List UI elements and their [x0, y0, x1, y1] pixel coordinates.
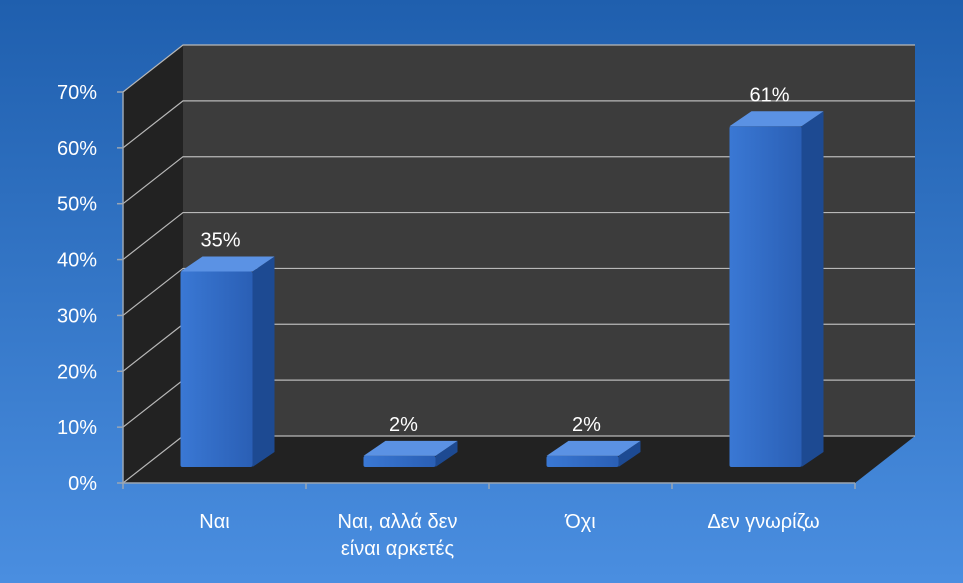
- x-tick-label: Ναι: [199, 511, 229, 533]
- bar-front: [729, 126, 802, 468]
- bar-top: [363, 440, 458, 456]
- x-axis: Ναι Ναι, αλλά δεν είναι αρκετές Όχι Δεν γνωρ…: [122, 482, 856, 560]
- gridline: [122, 156, 915, 205]
- bar-front: [546, 455, 619, 467]
- data-label: 61%: [749, 84, 789, 106]
- y-tick-label: 10%: [57, 417, 97, 439]
- bar: [180, 256, 275, 467]
- data-label: 35%: [200, 230, 240, 252]
- y-tick-label: 0%: [68, 473, 97, 495]
- bar-side: [618, 440, 641, 467]
- bar-top: [546, 440, 641, 456]
- bar-top: [729, 111, 824, 127]
- bar-top: [180, 256, 275, 272]
- gridline: [122, 211, 915, 261]
- bars: [180, 111, 824, 468]
- bar: [546, 440, 641, 467]
- gridline: [122, 267, 915, 316]
- bar-front: [180, 271, 253, 467]
- y-axis: 0% 10% 20% 30% 40% 50% 60% 70%: [57, 82, 124, 495]
- y-tick-label: 20%: [57, 361, 97, 383]
- bar-front: [363, 455, 436, 467]
- y-tick-label: 50%: [57, 194, 97, 216]
- data-labels: 35% 2% 2% 61%: [200, 84, 789, 436]
- data-label: 2%: [572, 414, 601, 436]
- data-label: 2%: [389, 414, 418, 436]
- bar-side: [801, 111, 824, 468]
- y-tick-label: 70%: [57, 82, 97, 104]
- y-tick-label: 40%: [57, 250, 97, 272]
- gridline: [122, 100, 915, 149]
- y-tick-label: 60%: [57, 138, 97, 160]
- x-tick-label: Ναι, αλλά δεν είναι αρκετές: [338, 511, 458, 560]
- bar-side: [435, 440, 458, 467]
- floor: [123, 436, 915, 483]
- bar: [363, 440, 458, 467]
- bar-side: [252, 256, 275, 467]
- x-tick-label: Όχι: [564, 511, 595, 533]
- y-tick-label: 30%: [57, 305, 97, 327]
- gridline: [122, 44, 915, 93]
- bar: [729, 111, 824, 468]
- x-tick-label: Δεν γνωρίζω: [707, 511, 819, 533]
- side-wall: [123, 45, 183, 483]
